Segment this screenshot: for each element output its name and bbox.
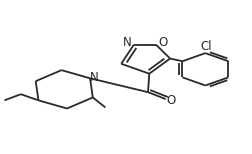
Text: N: N xyxy=(123,36,132,49)
Text: O: O xyxy=(167,94,176,107)
Text: O: O xyxy=(158,36,168,49)
Text: Cl: Cl xyxy=(201,41,212,53)
Text: N: N xyxy=(90,71,99,84)
